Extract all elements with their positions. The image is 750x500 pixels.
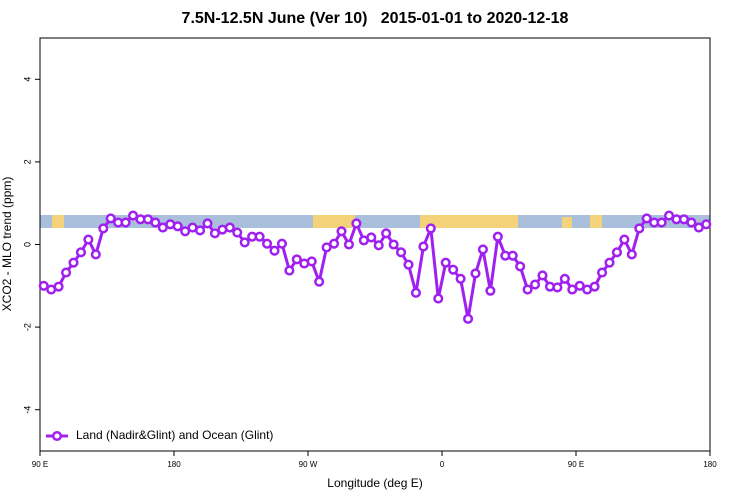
point [537,270,548,281]
point [336,226,347,237]
x-tick-label: 90 W [299,460,318,469]
point [254,231,265,242]
point [552,282,563,293]
point [559,273,570,284]
point [314,276,325,287]
point [634,223,645,234]
point [656,217,667,228]
point [209,228,220,239]
point [38,280,49,291]
point [664,210,675,221]
point [485,285,496,296]
point [269,245,280,256]
y-axis-label: XCO2 - MLO trend (ppm) [0,177,14,312]
legend-label: Land (Nadir&Glint) and Ocean (Glint) [76,428,273,442]
point [604,257,615,268]
point [180,226,191,237]
point [686,217,697,228]
point [105,213,116,224]
point [403,259,414,270]
point [262,238,273,249]
point [574,280,585,291]
point [425,223,436,234]
land-patch [590,215,602,228]
point [448,264,459,275]
point [195,225,206,236]
point [530,279,541,290]
point [232,227,243,238]
point [396,247,407,258]
point [455,273,466,284]
point [202,218,213,229]
point [351,218,362,229]
point [306,256,317,267]
point [619,234,630,245]
point [470,268,481,279]
point [641,213,652,224]
point [492,231,503,242]
point [68,257,79,268]
point [128,210,139,221]
x-axis-label: Longitude (deg E) [327,476,422,490]
point [224,222,235,233]
x-tick-label: 90 E [568,460,584,469]
point [626,249,637,260]
point [276,238,287,249]
point [515,261,526,272]
point [98,223,109,234]
point [90,249,101,260]
point [120,217,131,228]
x-tick-label: 180 [703,460,717,469]
x-tick-label: 90 E [32,460,48,469]
x-tick-label: 180 [167,460,181,469]
point [522,284,533,295]
point [589,281,600,292]
land-patch [313,215,355,228]
point [75,247,86,258]
y-tick-label: -4 [22,406,32,414]
point [291,254,302,265]
point [477,244,488,255]
point [150,217,161,228]
point [611,247,622,258]
series-line [43,214,707,321]
point [83,234,94,245]
point [172,221,183,232]
point [597,267,608,278]
legend-marker [51,430,63,442]
y-tick-label: 2 [22,159,32,164]
point [440,257,451,268]
point [366,232,377,243]
point [343,239,354,250]
y-tick-label: -2 [22,323,32,331]
point [567,284,578,295]
point [61,267,72,278]
point [463,313,474,324]
point [418,241,429,252]
land-patch [562,217,572,228]
point [433,293,444,304]
point [321,242,332,253]
y-tick-label: 0 [22,242,32,247]
point [53,281,64,292]
point [329,238,340,249]
point [239,237,250,248]
y-tick-label: 4 [22,77,32,82]
point [410,287,421,298]
chart-title: 7.5N-12.5N June (Ver 10) 2015-01-01 to 2… [182,10,569,27]
point [507,250,518,261]
point [701,219,712,230]
point [388,239,399,250]
land-patch [420,215,518,228]
point [373,240,384,251]
x-tick-label: 0 [440,460,445,469]
point [381,228,392,239]
land-patch [52,215,64,228]
point [284,265,295,276]
